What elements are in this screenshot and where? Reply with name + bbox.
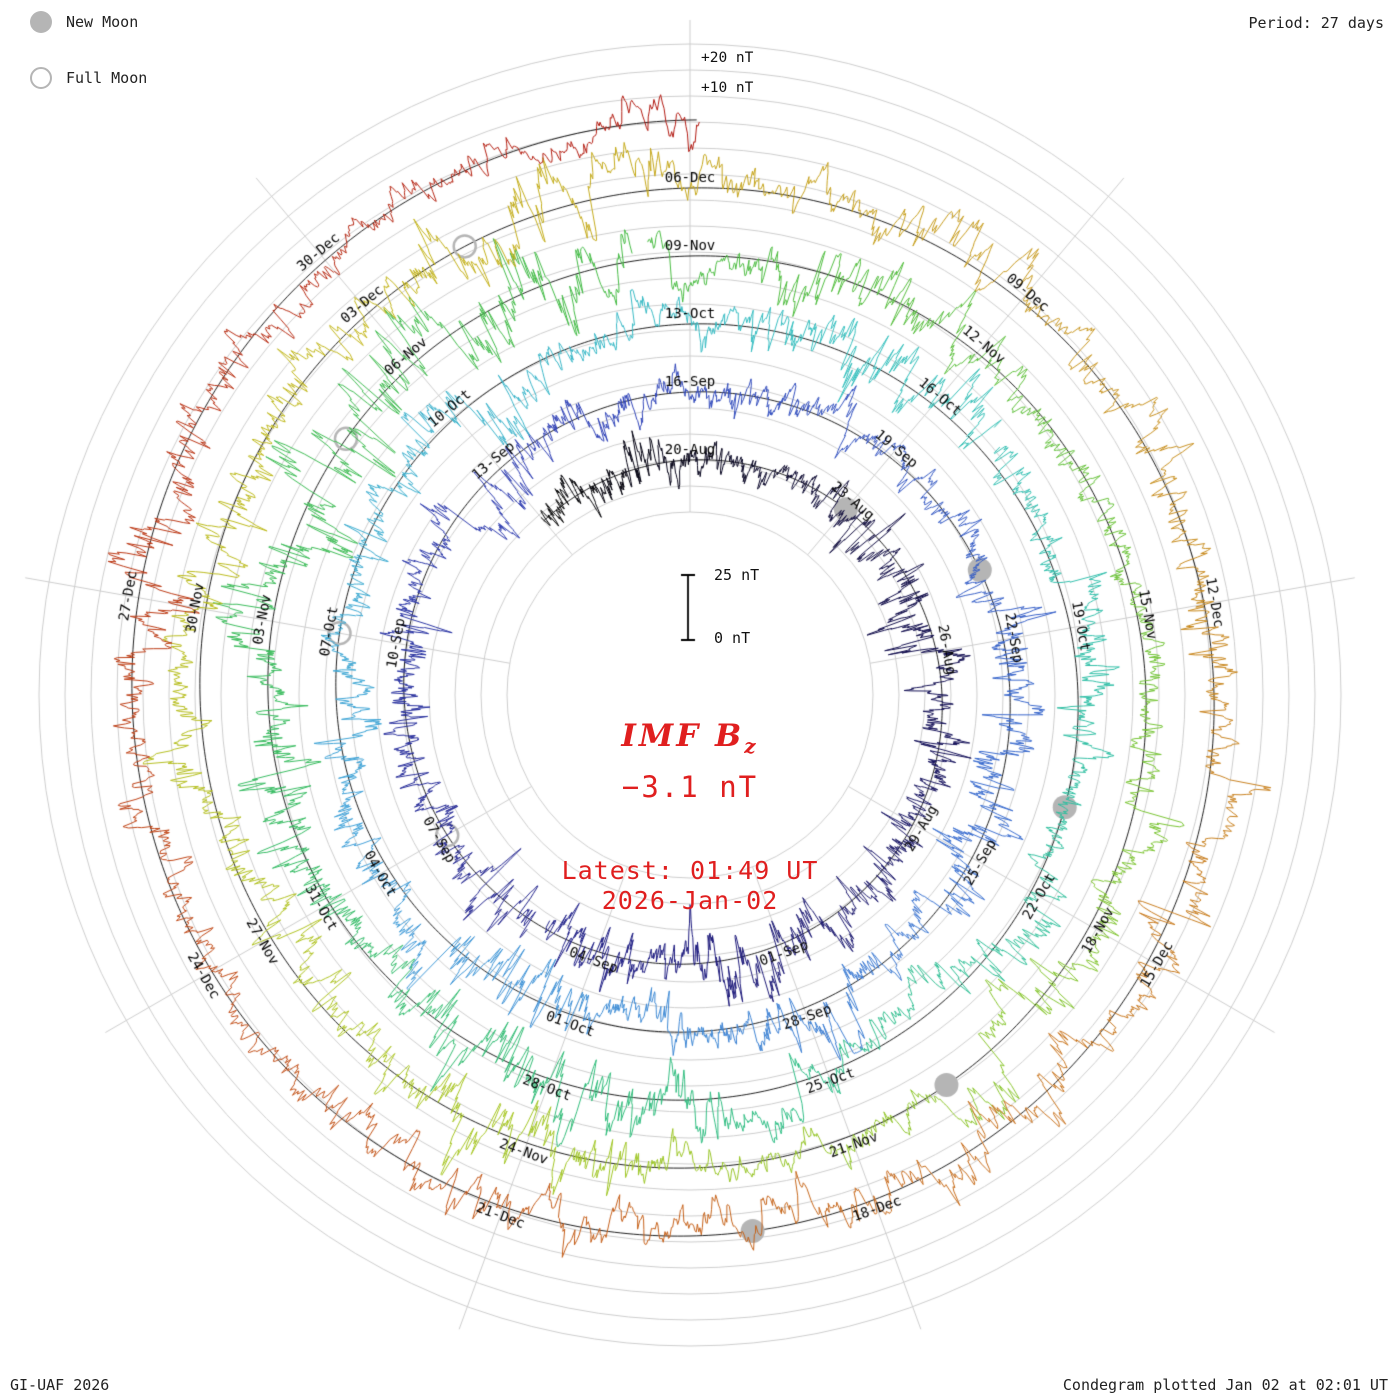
grid-label-plus10: +10 nT xyxy=(701,80,754,96)
center-latest-date: 2026-Jan-02 xyxy=(601,886,779,915)
center-title-sub: z xyxy=(744,734,759,759)
full-moon-label: Full Moon xyxy=(66,69,148,87)
plotted-label: Condegram plotted Jan 02 at 02:01 UT xyxy=(1062,1376,1388,1394)
center-title: IMF Bz xyxy=(0,718,1390,758)
full-moon-icon xyxy=(30,67,52,89)
scalebar-top-label: 25 nT xyxy=(714,566,760,584)
new-moon-icon xyxy=(30,11,52,33)
moon-legend: New Moon Full Moon xyxy=(30,10,147,122)
credit-label: GI-UAF 2026 xyxy=(10,1376,110,1394)
grid-label-plus20: +20 nT xyxy=(701,50,754,66)
center-title-main: IMF B xyxy=(621,718,745,754)
center-latest-time: Latest: 01:49 UT xyxy=(561,856,819,885)
legend-full-moon: Full Moon xyxy=(30,66,147,90)
legend-new-moon: New Moon xyxy=(30,10,147,34)
period-label: Period: 27 days xyxy=(1248,14,1384,32)
scalebar-bottom-label: 0 nT xyxy=(714,629,751,647)
new-moon-label: New Moon xyxy=(66,13,139,31)
center-value: −3.1 nT xyxy=(621,770,759,804)
